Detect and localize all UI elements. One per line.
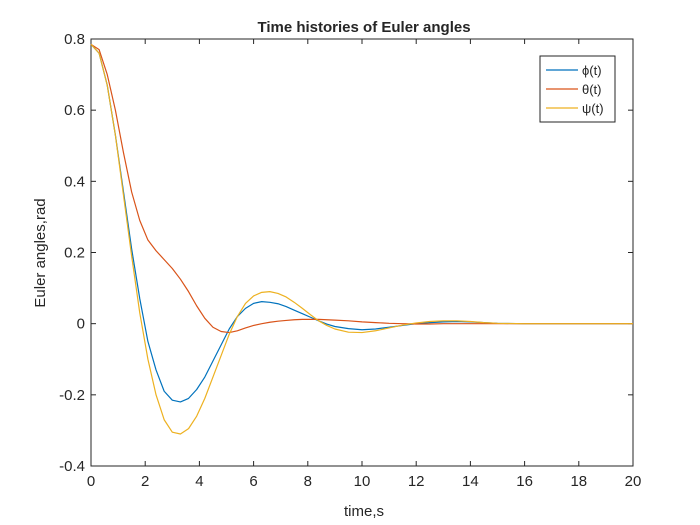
x-tick-label: 0	[87, 473, 95, 490]
x-tick-label: 16	[516, 473, 533, 490]
y-tick-label: 0	[77, 316, 85, 333]
legend-label-1: ϕ(t)	[582, 63, 602, 78]
legend-label-2: θ(t)	[582, 82, 602, 97]
y-axis-label: Euler angles,rad	[32, 198, 49, 307]
x-tick-label: 14	[462, 473, 479, 490]
y-tick-label: 0.4	[64, 173, 85, 190]
x-tick-label: 12	[408, 473, 425, 490]
y-tick-label: -0.2	[59, 387, 85, 404]
series-line-3	[90, 43, 633, 435]
x-tick-label: 8	[304, 473, 312, 490]
x-tick-label: 10	[354, 473, 371, 490]
series-line-2	[90, 43, 633, 334]
y-tick-label: -0.4	[59, 458, 85, 475]
series-line-1	[90, 43, 633, 403]
plot-area: 0 2 4 6 8 10 12 14 16 18 20 -0.4 -0.2 0 0.2 0.4 0.6 0.8	[59, 31, 641, 490]
x-tick-label: 6	[249, 473, 257, 490]
legend-label-3: ψ(t)	[582, 101, 604, 116]
x-tick-label: 18	[570, 473, 587, 490]
y-tick-label: 0.8	[64, 31, 85, 48]
y-tick-label: 0.2	[64, 245, 85, 262]
x-tick-label: 2	[141, 473, 149, 490]
x-tick-label: 20	[625, 473, 642, 490]
chart-title: Time histories of Euler angles	[257, 19, 470, 36]
legend: ϕ(t) θ(t) ψ(t)	[539, 55, 616, 123]
x-tick-label: 4	[195, 473, 203, 490]
y-tick-label: 0.6	[64, 102, 85, 119]
x-axis-label: time,s	[344, 503, 384, 520]
